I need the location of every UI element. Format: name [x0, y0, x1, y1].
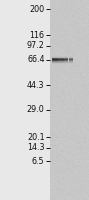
Bar — [69, 62, 73, 63]
Text: 20.1: 20.1 — [27, 132, 44, 142]
Bar — [69, 59, 73, 60]
Text: 14.3: 14.3 — [27, 144, 44, 152]
Bar — [64, 63, 68, 64]
Bar — [69, 62, 73, 63]
Bar — [64, 59, 68, 60]
Bar — [69, 63, 73, 64]
Text: 29.0: 29.0 — [27, 106, 44, 114]
Text: 116: 116 — [29, 30, 44, 40]
Bar — [52, 59, 58, 60]
Bar — [64, 58, 68, 59]
Bar — [69, 63, 73, 64]
Bar — [64, 61, 68, 62]
Bar — [69, 56, 73, 57]
Bar — [58, 63, 64, 64]
Bar — [58, 59, 64, 60]
Bar — [50, 0, 89, 200]
Bar — [52, 62, 58, 63]
Bar — [69, 58, 73, 59]
Bar — [52, 63, 58, 64]
Bar — [58, 62, 64, 63]
Bar — [52, 63, 58, 64]
Bar — [52, 58, 58, 59]
Text: 44.3: 44.3 — [27, 81, 44, 90]
Bar — [52, 61, 58, 62]
Bar — [58, 59, 64, 60]
Bar — [58, 63, 64, 64]
Bar — [64, 60, 68, 61]
Bar — [52, 56, 58, 57]
Bar — [58, 61, 64, 62]
Bar — [69, 59, 73, 60]
Bar — [58, 58, 64, 59]
Bar — [64, 56, 68, 57]
Bar — [58, 56, 64, 57]
Bar — [69, 61, 73, 62]
Bar — [69, 60, 73, 61]
Text: 97.2: 97.2 — [27, 42, 44, 50]
Bar — [64, 58, 68, 59]
Bar — [52, 62, 58, 63]
Bar — [52, 59, 58, 60]
Text: 66.4: 66.4 — [27, 55, 44, 64]
Bar — [69, 58, 73, 59]
Bar — [64, 63, 68, 64]
Bar — [64, 57, 68, 58]
Bar — [69, 57, 73, 58]
Bar — [64, 62, 68, 63]
Bar — [58, 62, 64, 63]
Bar — [52, 57, 58, 58]
Bar — [64, 59, 68, 60]
Text: 6.5: 6.5 — [32, 156, 44, 166]
Bar — [58, 58, 64, 59]
Bar — [58, 60, 64, 61]
Bar — [58, 57, 64, 58]
Text: 200: 200 — [29, 4, 44, 14]
Bar — [52, 60, 58, 61]
Bar — [64, 62, 68, 63]
Bar — [52, 58, 58, 59]
